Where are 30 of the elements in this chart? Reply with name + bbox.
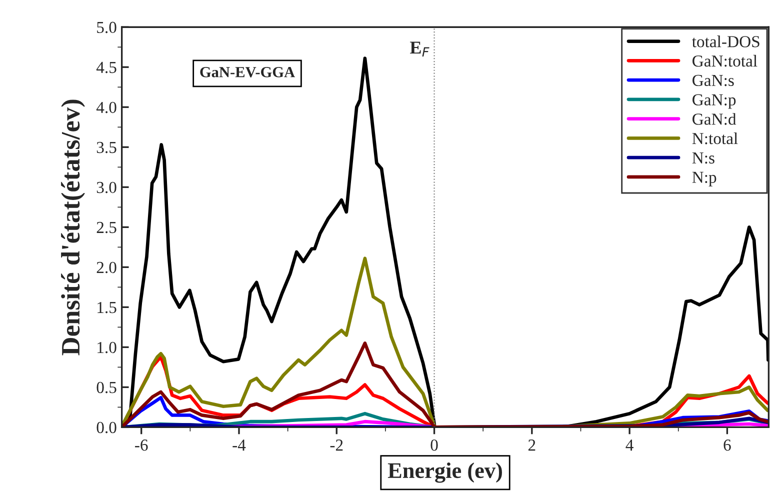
x-tick-label: -2 xyxy=(330,440,343,451)
x-tick-label: 6 xyxy=(724,440,731,451)
legend-label: GaN:s xyxy=(692,74,734,86)
y-tick-label: 3.0 xyxy=(96,182,116,194)
y-tick-label: 0.5 xyxy=(96,382,116,394)
legend-label: GaN:total xyxy=(692,54,758,67)
legend-label: N:total xyxy=(692,132,738,144)
y-tick-label: 5.0 xyxy=(97,22,116,34)
y-tick-label: 2.5 xyxy=(96,222,116,234)
y-tick-label: 1.5 xyxy=(98,302,116,314)
y-tick-label: 2.0 xyxy=(96,262,116,274)
y-tick-label: 4.5 xyxy=(96,62,116,74)
x-tick-label: -6 xyxy=(135,440,148,451)
legend-label: GaN:d xyxy=(692,113,736,125)
legend-label: N:s xyxy=(692,152,714,164)
annotation: GaN-EV-GGA xyxy=(200,67,295,78)
legend-label: total-DOS xyxy=(692,36,760,48)
ref-line-label: E$_{F}$ xyxy=(410,42,430,57)
y-tick-label: 0.0 xyxy=(96,422,116,434)
y-tick-label: 4.0 xyxy=(96,102,116,114)
legend-label: N:p xyxy=(692,172,716,186)
y-tick-label: 3.5 xyxy=(96,142,116,154)
x-tick-label: -4 xyxy=(232,440,246,451)
y-axis-title: Densité d'état(états/ev) xyxy=(61,100,86,356)
x-tick-label: 2 xyxy=(528,440,536,451)
y-tick-label: 1.0 xyxy=(98,342,116,354)
legend-label: GaN:p xyxy=(692,94,736,109)
x-tick-label: 4 xyxy=(626,440,634,451)
x-tick-label: 0 xyxy=(430,439,438,451)
x-axis-title: Energie (ev) xyxy=(388,462,502,483)
